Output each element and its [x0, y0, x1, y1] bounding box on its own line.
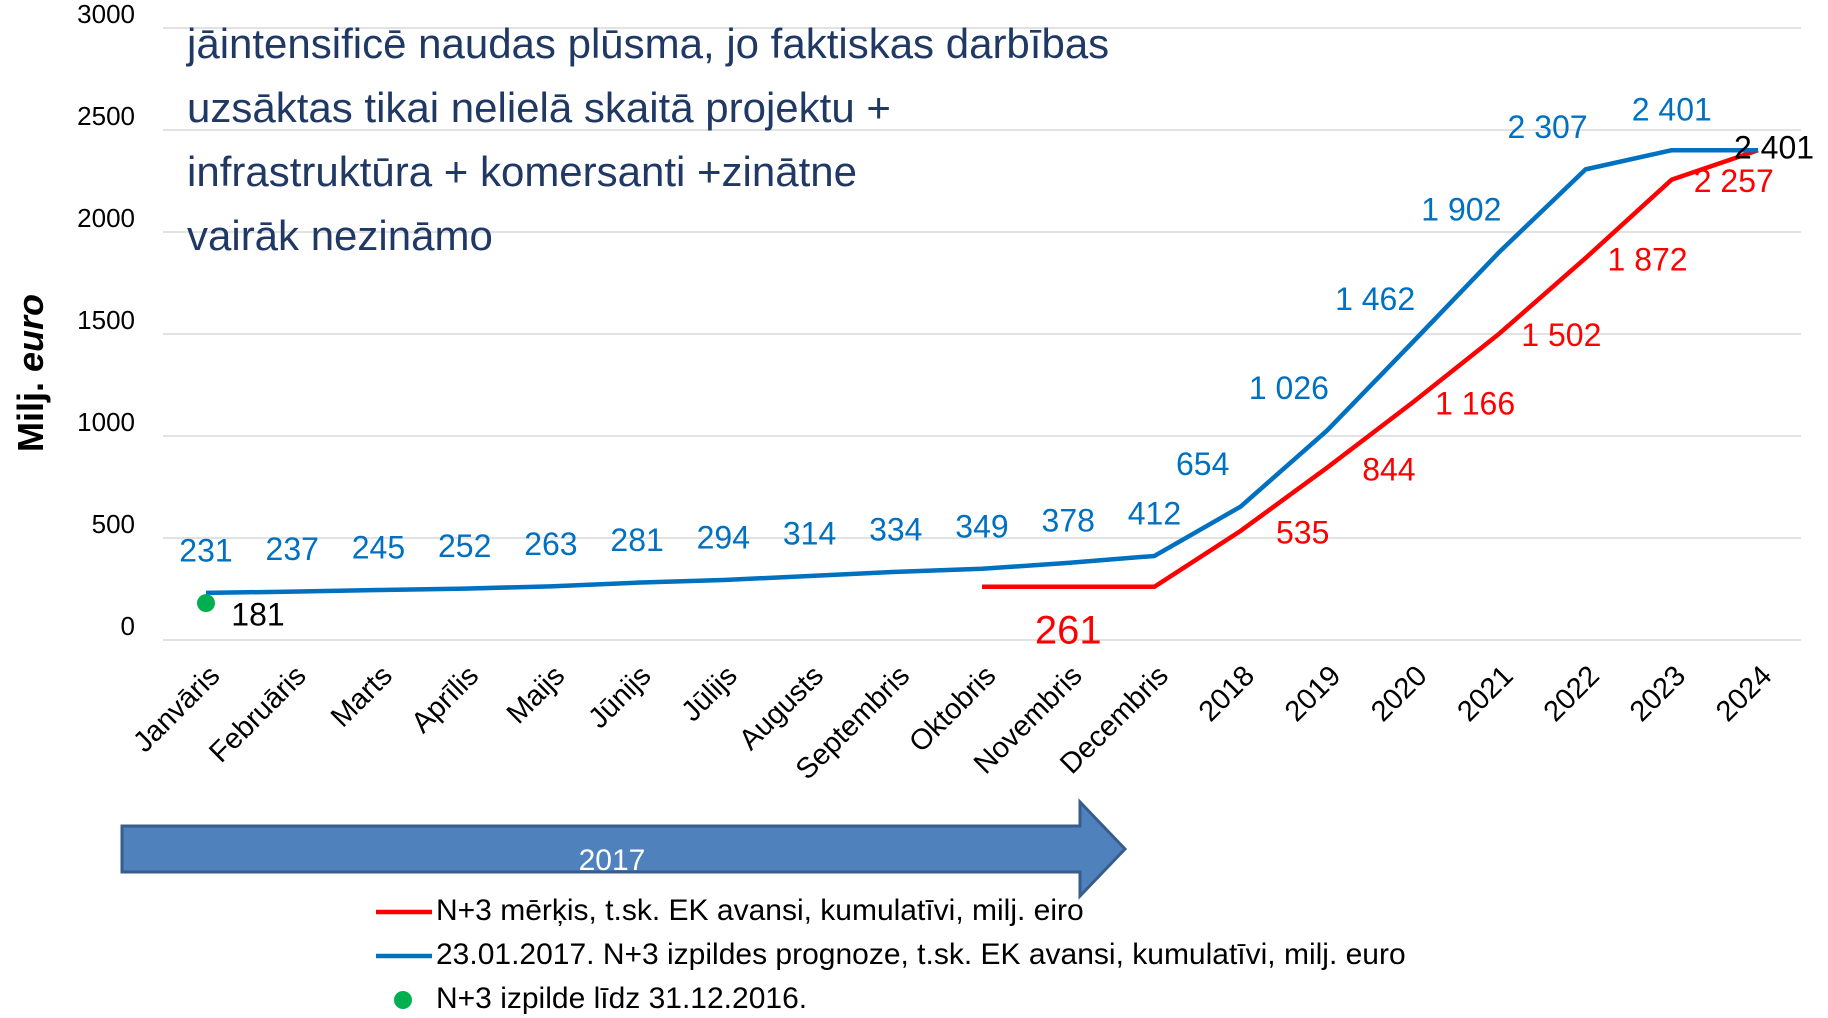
series-line [205, 147, 1758, 596]
y-tick-label: 3000 [77, 0, 135, 29]
point [197, 594, 215, 613]
y-axis-label: Milj. euro [10, 294, 51, 452]
annotation: infrastruktūra + komersanti +zinātne [187, 148, 857, 195]
value-label: 654 [1176, 446, 1229, 482]
y-tick-label: 2500 [77, 101, 135, 131]
value-label: 281 [610, 522, 663, 558]
x-tick-label: 2024 [1710, 660, 1778, 728]
y-tick-label: 1000 [77, 407, 135, 437]
y-tick-label: 500 [92, 509, 135, 539]
value-label: 2 257 [1694, 163, 1774, 199]
value-label: 245 [352, 529, 405, 565]
value-label: 181 [231, 597, 284, 633]
value-label: 263 [524, 526, 577, 562]
period-arrow: 2017 [120, 798, 1128, 900]
value-label: 2 401 [1734, 130, 1814, 166]
value-label: 1 026 [1249, 370, 1329, 406]
value-label: 1 502 [1521, 317, 1601, 353]
value-label: 231 [179, 532, 232, 568]
value-label: 2 401 [1632, 92, 1712, 128]
x-tick-label: Jūlijs [675, 660, 743, 728]
legend-label: 23.01.2017. N+3 izpildes prognoze, t.sk.… [436, 938, 1406, 971]
x-tick-label: 2022 [1538, 660, 1606, 728]
value-label: 378 [1042, 502, 1095, 538]
value-label: 294 [697, 519, 750, 555]
value-label: 349 [955, 508, 1008, 544]
value-label: 261 [1035, 608, 1102, 652]
value-label: 252 [438, 528, 491, 564]
value-label: 2 307 [1508, 109, 1588, 145]
period-label: 2017 [579, 844, 646, 877]
x-tick-label: Marts [325, 660, 399, 734]
y-label-part: euro [10, 294, 51, 372]
x-tick-label: 2018 [1193, 660, 1261, 728]
x-tick-label: 2020 [1365, 660, 1433, 728]
x-tick-label: 2023 [1624, 660, 1692, 728]
x-tick-label: Aprīlis [405, 660, 485, 740]
value-label: 535 [1276, 514, 1329, 550]
annotation: jāintensificē naudas plūsma, jo faktiska… [185, 20, 1109, 67]
legend-label: N+3 mērķis, t.sk. EK avansi, kumulatīvi,… [436, 894, 1084, 927]
arrow-shape [120, 798, 1128, 900]
x-tick-label: Jūnijs [582, 660, 657, 735]
value-label: 1 166 [1435, 386, 1515, 422]
value-label: 1 462 [1335, 281, 1415, 317]
x-tick-label: Maijs [501, 660, 571, 730]
value-label: 412 [1128, 495, 1181, 531]
series-line [982, 148, 1759, 590]
y-tick-label: 2000 [77, 203, 135, 233]
x-tick-label: 2019 [1279, 660, 1347, 728]
y-label-part: Milj. [10, 382, 51, 452]
value-label: 237 [266, 531, 319, 567]
y-tick-label: 0 [121, 611, 135, 641]
value-label: 314 [783, 515, 836, 551]
value-label: 1 902 [1421, 191, 1501, 227]
value-label: 334 [869, 511, 922, 547]
legend-marker [394, 991, 412, 1009]
value-label: 1 872 [1608, 242, 1688, 278]
y-tick-label: 1500 [77, 305, 135, 335]
x-tick-label: 2021 [1451, 660, 1519, 728]
annotation: uzsāktas tikai nelielā skaitā projektu + [187, 84, 891, 131]
legend-label: N+3 izpilde līdz 31.12.2016. [436, 982, 807, 1015]
annotation: vairāk nezināmo [187, 212, 493, 259]
value-label: 844 [1362, 451, 1415, 487]
